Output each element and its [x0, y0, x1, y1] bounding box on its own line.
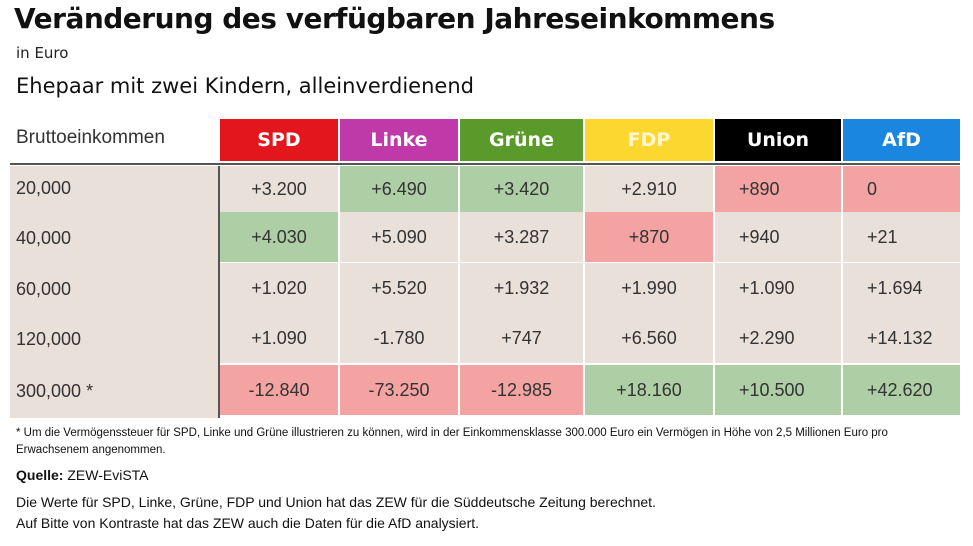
- table-cell: -12.985: [460, 365, 583, 415]
- chart-title: Veränderung des verfügbaren Jahreseinkom…: [14, 2, 775, 35]
- source-label: Quelle:: [16, 467, 64, 483]
- footnote: * Um die Vermögenssteuer für SPD, Linke …: [16, 427, 888, 456]
- table-cell: +747: [460, 313, 583, 363]
- column-header-grüne: Grüne: [460, 119, 583, 161]
- table-cell: +14.132: [843, 313, 960, 363]
- table-cell: +1.020: [220, 263, 338, 313]
- table-cell: +940: [715, 212, 841, 262]
- row-label: 20,000: [16, 178, 72, 198]
- table-cell: +5.090: [340, 212, 458, 262]
- table-cell: -73.250: [340, 365, 458, 415]
- source: Quelle: ZEW-EviSTA: [16, 467, 149, 483]
- table-cell: +6.560: [585, 313, 713, 363]
- table-cell: +1.932: [460, 263, 583, 313]
- table-cell: +1.694: [843, 263, 960, 313]
- table-cell: +3.200: [220, 166, 338, 212]
- table-cell: +1.090: [220, 313, 338, 363]
- note: Die Werte für SPD, Linke, Grüne, FDP und…: [16, 492, 656, 534]
- row-header-label: Bruttoeinkommen: [16, 127, 165, 148]
- table-cell: +890: [715, 166, 841, 212]
- table-cell: +1.090: [715, 263, 841, 313]
- table-cell: +21: [843, 212, 960, 262]
- table-cell: 0: [843, 166, 960, 212]
- row-label: 60,000: [16, 279, 72, 299]
- table-cell: +6.490: [340, 166, 458, 212]
- unit-label: in Euro: [16, 44, 69, 62]
- source-value: ZEW-EviSTA: [67, 467, 149, 483]
- column-header-afd: AfD: [843, 119, 960, 161]
- column-header-union: Union: [715, 119, 841, 161]
- table-cell: +18.160: [585, 365, 713, 415]
- table-cell: -12.840: [220, 365, 338, 415]
- table-cell: +10.500: [715, 365, 841, 415]
- table-cell: +1.990: [585, 263, 713, 313]
- table-cell: +2.910: [585, 166, 713, 212]
- row-labels-column: 20,000 40,000 60,000 120,000 300,000 *: [10, 166, 220, 418]
- table-cell: +870: [585, 212, 713, 262]
- table-cell: +2.290: [715, 313, 841, 363]
- table-cell: +4.030: [220, 212, 338, 262]
- note-line-1: Die Werte für SPD, Linke, Grüne, FDP und…: [16, 494, 656, 510]
- note-line-2: Auf Bitte von Kontraste hat das ZEW auch…: [16, 515, 480, 531]
- table-cell: -1.780: [340, 313, 458, 363]
- subtitle: Ehepaar mit zwei Kindern, alleinverdiene…: [16, 74, 474, 98]
- row-label: 40,000: [16, 228, 72, 248]
- table-cell: +3.420: [460, 166, 583, 212]
- row-label: 300,000 *: [16, 381, 94, 401]
- table-cell: +3.287: [460, 212, 583, 262]
- column-header-fdp: FDP: [585, 119, 713, 161]
- table-cell: +42.620: [843, 365, 960, 415]
- header-divider: [10, 163, 960, 165]
- table-cell: +5.520: [340, 263, 458, 313]
- column-header-linke: Linke: [340, 119, 458, 161]
- row-label: 120,000: [16, 329, 82, 349]
- column-header-spd: SPD: [220, 119, 338, 161]
